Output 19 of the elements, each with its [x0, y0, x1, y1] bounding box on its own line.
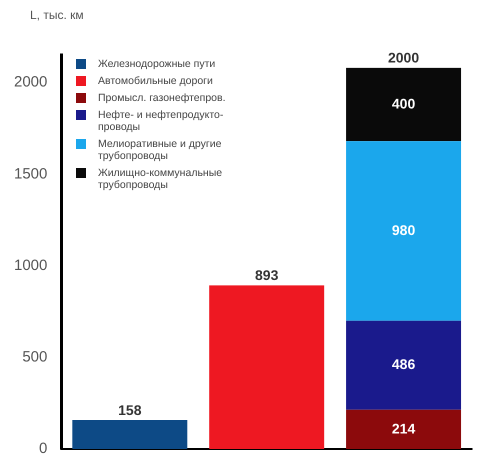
data-label: 980 [392, 222, 416, 238]
y-tick-label: 500 [22, 348, 48, 366]
data-label: 158 [118, 402, 142, 418]
y-tick-label: 1000 [14, 256, 48, 274]
data-label: 214 [392, 420, 416, 436]
data-label: 893 [255, 267, 279, 284]
legend-label: Железнодорожные пути [98, 58, 216, 70]
legend-label: Автомобильные дороги [98, 75, 213, 87]
y-tick-label: 1500 [14, 165, 48, 182]
legend-label: Промысл. газонефтепров. [98, 92, 226, 104]
legend-label: Мелиоративные и другие трубопроводы [98, 138, 222, 162]
y-tick-label: 2000 [14, 74, 48, 91]
y-axis-title: L, тыс. км [30, 8, 84, 22]
annotation: 2000 [388, 50, 420, 66]
legend-label: Нефте- и нефтепродукто-проводы [98, 109, 224, 133]
data-label: 400 [392, 95, 416, 112]
legend-label: Жилищно-коммунальные трубопроводы [98, 167, 224, 191]
data-label: 486 [392, 356, 416, 372]
y-tick-label: 0 [39, 440, 48, 458]
